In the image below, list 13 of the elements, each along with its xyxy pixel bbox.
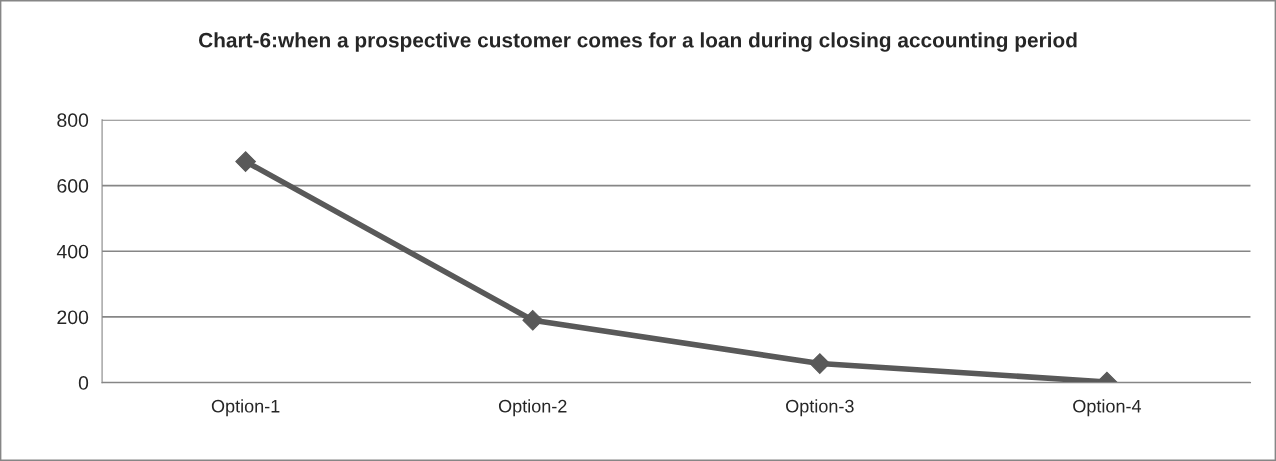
y-tick-label: 400 <box>56 244 89 259</box>
y-tick-label: 200 <box>57 310 89 325</box>
y-tick-label: 800 <box>57 113 89 128</box>
point <box>235 151 256 172</box>
y-tick-label: 600 <box>57 179 89 193</box>
point <box>809 353 831 374</box>
point <box>522 309 544 331</box>
x-tick-label: Option-1 <box>211 399 280 417</box>
x-tick-label: Option-2 <box>498 399 567 417</box>
x-tick-label: Option-3 <box>786 399 854 417</box>
x-tick-label: Option-4 <box>1073 399 1142 417</box>
chart-title: Chart-6:when a prospective customer comes for a loan during closing accounting period <box>199 32 1077 52</box>
y-tick-label: 0 <box>78 376 89 390</box>
